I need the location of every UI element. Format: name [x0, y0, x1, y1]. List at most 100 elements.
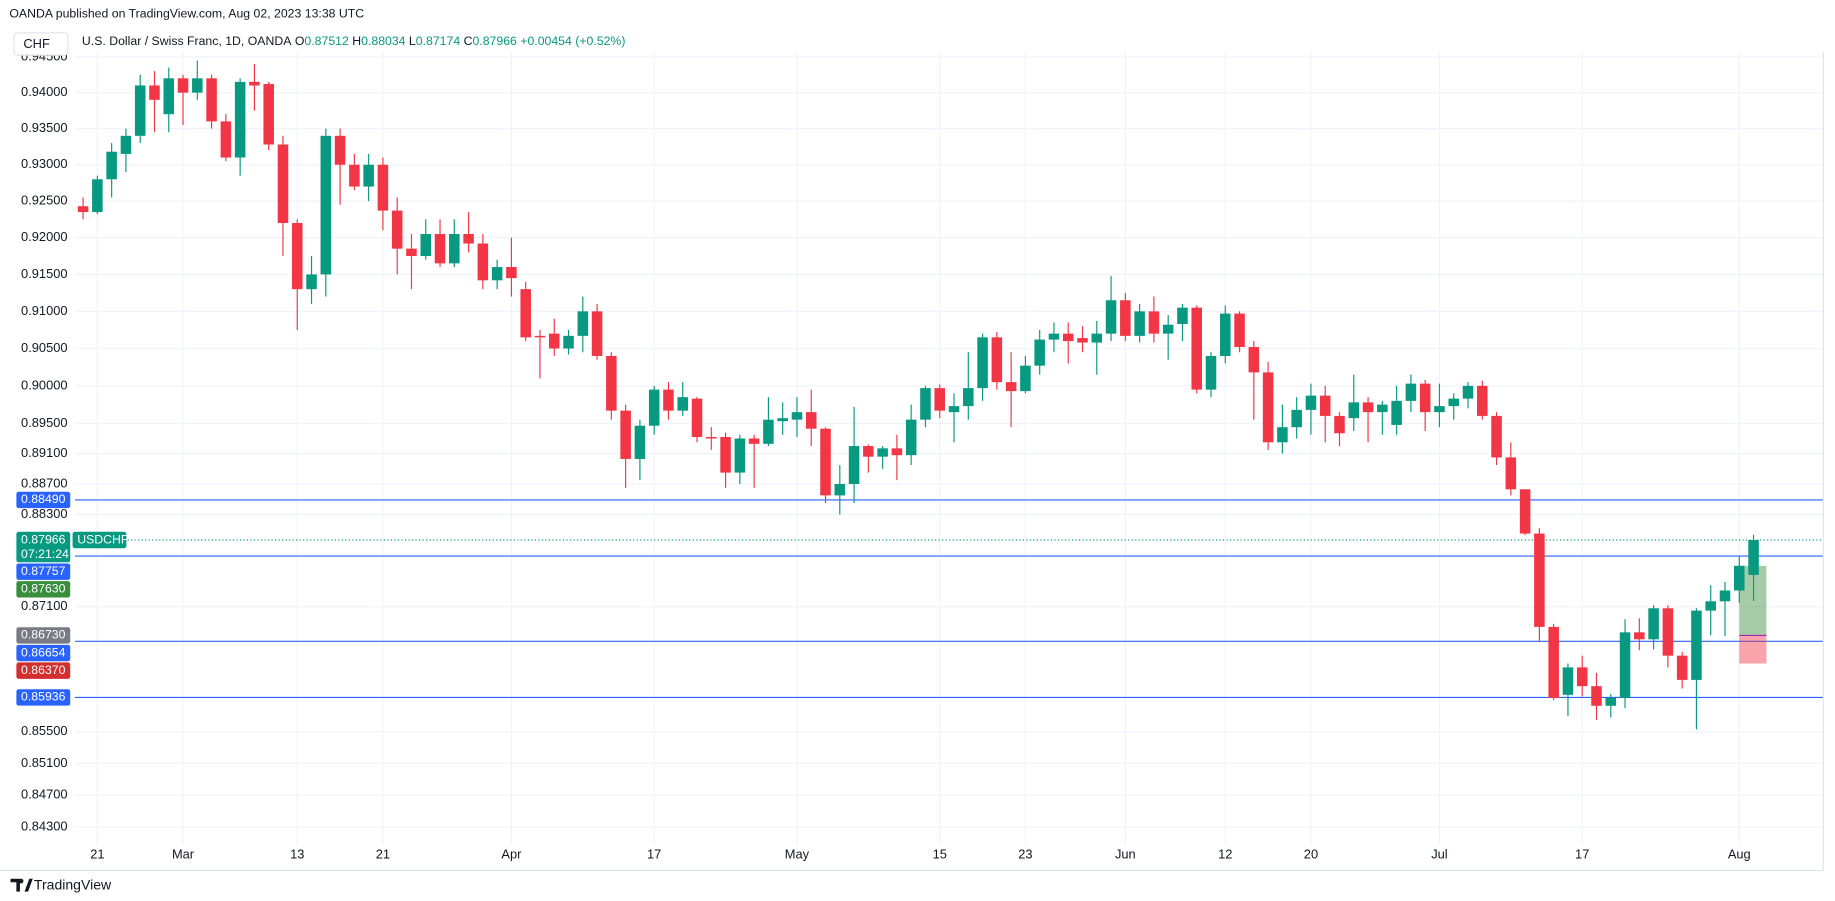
x-tick-label: 20 [1304, 847, 1318, 862]
x-tick-label: Aug [1728, 847, 1751, 862]
candle-body [1048, 333, 1060, 340]
candle-body [1277, 427, 1288, 443]
legend-value: 0.87966 [472, 34, 517, 48]
candle-body [134, 85, 146, 136]
candle-body [834, 483, 846, 496]
candle-body [1519, 489, 1531, 534]
price-label-box [16, 491, 71, 509]
candle-body [720, 437, 731, 473]
currency-button[interactable] [13, 32, 69, 56]
candle-body [120, 135, 132, 154]
candle-body [449, 233, 460, 264]
legend-value: 0.87512 [304, 34, 349, 48]
y-tick-label: 0.84300 [21, 818, 67, 833]
x-tick-label: Jul [1431, 847, 1447, 862]
candle-body [477, 243, 489, 281]
candle-body [606, 355, 617, 411]
candle-body [177, 78, 189, 93]
legend-value: 0.88034 [361, 34, 406, 48]
candle-body [192, 78, 203, 93]
legend-key: O [295, 34, 305, 48]
candle-body [520, 289, 531, 338]
x-tick-label: Jun [1115, 847, 1136, 862]
x-tick-label: 17 [647, 847, 661, 862]
lines [74, 499, 1824, 699]
candle-body [1134, 311, 1145, 336]
legend-change: +0.00454 (+0.52%) [520, 34, 625, 48]
candle-body [1448, 398, 1459, 407]
candle-body [934, 388, 946, 411]
y-tick-label: 0.92000 [21, 229, 67, 244]
candle-body [1576, 667, 1588, 687]
candle-body [1377, 404, 1388, 413]
currency-label[interactable]: CHF [23, 36, 50, 51]
candle-body [563, 335, 574, 349]
candle-body [1548, 626, 1559, 698]
candle-body [648, 389, 660, 426]
candle-body [991, 337, 1003, 383]
candle-body [306, 274, 317, 290]
header-background [0, 0, 1835, 52]
candle-body [1348, 402, 1360, 419]
candle-body [1405, 383, 1417, 401]
candle-body [263, 84, 274, 145]
candle-body [620, 410, 631, 459]
legend-value: 0.87174 [416, 34, 461, 48]
candle-body [1248, 347, 1260, 373]
x-tick-label: Apr [501, 847, 522, 862]
candle-body [791, 412, 803, 420]
price-label: 0.86730 [21, 628, 66, 642]
candle-body [1205, 355, 1217, 390]
x-tick-label: Mar [172, 847, 195, 862]
candle-body [249, 81, 260, 86]
candle-body [1191, 307, 1202, 390]
candle-body [1148, 311, 1160, 334]
candle-body [548, 333, 560, 349]
candle-body [1291, 409, 1302, 428]
x-tick-label: May [785, 847, 810, 862]
candle-body [1676, 655, 1688, 680]
candle-body [777, 418, 788, 422]
brand-logo: TradingView [10, 876, 112, 892]
candle-body [1719, 590, 1731, 602]
candle-body [1705, 601, 1716, 611]
candle-body [491, 267, 503, 281]
candle-body [891, 448, 903, 456]
price-label-box [16, 689, 71, 706]
price-label: 0.85936 [21, 690, 66, 704]
candle-body [1062, 333, 1074, 342]
candle-body [1462, 385, 1474, 399]
candle-body [506, 267, 517, 279]
candle-body [1619, 632, 1631, 698]
candle-body [1534, 533, 1545, 627]
y-tick-label: 0.85100 [21, 755, 67, 770]
candle-body [677, 397, 689, 411]
candle-body [377, 164, 389, 211]
x-tick-label: 21 [90, 847, 104, 862]
candle-body [1234, 313, 1245, 348]
candle-body [1505, 457, 1517, 490]
y-tick-label: 0.92500 [21, 193, 67, 208]
candle-body [634, 425, 646, 459]
candle-body [805, 412, 817, 429]
candle-body [848, 446, 860, 484]
candle-body [206, 78, 217, 122]
candle-body [1005, 382, 1017, 392]
candle-body [1177, 307, 1188, 324]
candle-body [349, 164, 360, 187]
candle-body [1120, 300, 1131, 336]
price-label-box [16, 627, 71, 644]
candle-body [92, 179, 103, 213]
price-label: 0.88490 [21, 492, 66, 506]
legend-key: C [464, 34, 473, 48]
x-tick-label: 13 [290, 847, 304, 862]
candle-body [663, 389, 674, 411]
legend-key: L [409, 34, 416, 48]
candle-body [877, 448, 888, 457]
y-tick-label: 0.93500 [21, 120, 67, 135]
candle-body [1648, 608, 1659, 640]
x-tick-label: 21 [376, 847, 390, 862]
candle-body [220, 121, 232, 158]
candle-body [1662, 608, 1674, 656]
